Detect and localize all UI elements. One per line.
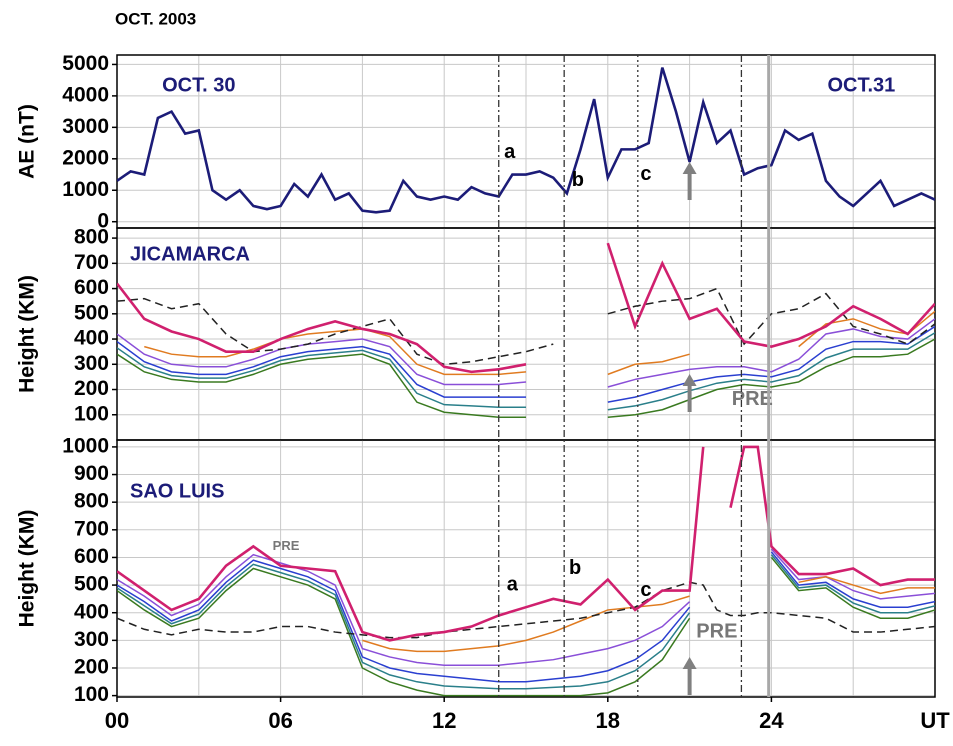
series-line: [607, 318, 935, 388]
series-line: [117, 553, 691, 666]
series-line: [607, 338, 935, 419]
series-line: [117, 297, 554, 366]
y-tick-label: 2000: [62, 146, 109, 169]
y-tick-label: 800: [74, 490, 109, 513]
x-axis-label: UT: [920, 708, 950, 733]
series-line: [798, 576, 935, 595]
y-axis-label: Height (KM): [16, 275, 39, 393]
y-tick-label: 1000: [62, 178, 109, 201]
x-tick-label: 12: [432, 708, 456, 733]
y-tick-label: 700: [74, 517, 109, 540]
series-line: [117, 67, 935, 214]
series-line: [117, 353, 526, 419]
panel-frame: [116, 439, 936, 698]
series-line: [607, 353, 690, 376]
y-tick-label: 600: [74, 276, 109, 299]
series-line: [770, 548, 935, 600]
y-axis-label: Height (KM): [16, 510, 39, 628]
x-tick-label: 00: [105, 708, 129, 733]
y-tick-label: 100: [74, 402, 109, 425]
series-line: [607, 332, 935, 411]
annotation: PRE: [696, 620, 737, 642]
annotation: b: [569, 557, 581, 579]
series-line: [117, 567, 691, 697]
annotation: OCT.31: [827, 75, 895, 97]
y-tick-label: 200: [74, 377, 109, 400]
series-line: [117, 446, 705, 642]
x-tick-label: 18: [596, 708, 620, 733]
y-tick-label: 300: [74, 628, 109, 651]
series-line: [770, 551, 935, 608]
y-tick-label: 600: [74, 545, 109, 568]
chart-title: OCT. 2003: [115, 9, 196, 28]
series-group: [117, 445, 935, 697]
y-tick-label: 800: [74, 226, 109, 249]
y-tick-label: 500: [74, 301, 109, 324]
y-tick-label: 400: [74, 600, 109, 623]
series-group: [117, 242, 935, 419]
arrow-head: [682, 162, 697, 174]
y-tick-label: 3000: [62, 115, 109, 138]
series-group: [117, 67, 935, 214]
y-tick-label: 700: [74, 251, 109, 274]
arrow-head: [682, 374, 697, 386]
series-line: [117, 581, 935, 639]
annotation: PRE: [732, 388, 773, 410]
y-tick-label: 100: [74, 683, 109, 706]
series-line: [144, 328, 527, 376]
series-line: [607, 325, 935, 403]
series-line: [770, 556, 935, 619]
annotation: c: [640, 163, 651, 185]
series-line: [117, 563, 691, 690]
series-line: [117, 333, 527, 386]
y-tick-label: 300: [74, 352, 109, 375]
series-line: [117, 282, 527, 374]
series-line: [117, 340, 526, 398]
x-tick-label: 06: [268, 708, 292, 733]
x-tick-label: 24: [759, 708, 784, 733]
y-tick-label: 500: [74, 573, 109, 596]
annotation: b: [572, 169, 584, 191]
annotation: OCT. 30: [162, 75, 235, 97]
series-line: [117, 347, 526, 408]
arrow-head: [682, 657, 697, 669]
panel-title: JICAMARCA: [130, 243, 250, 265]
y-tick-label: 900: [74, 462, 109, 485]
y-tick-label: 400: [74, 327, 109, 350]
series-line: [117, 559, 691, 683]
y-tick-label: 200: [74, 656, 109, 679]
y-axis-label: AE (nT): [16, 104, 39, 179]
y-tick-label: 4000: [62, 83, 109, 106]
series-line: [770, 554, 935, 614]
series-line: [606, 242, 935, 348]
y-tick-label: 5000: [62, 52, 109, 75]
annotation: PRE: [273, 538, 300, 553]
annotation: a: [507, 573, 519, 595]
panel-title: SAO LUIS: [130, 480, 224, 502]
y-tick-label: 1000: [62, 434, 109, 457]
y-tick-label: 0: [97, 209, 109, 232]
series-line: [729, 445, 935, 587]
annotation: a: [504, 141, 516, 163]
series-line: [607, 287, 935, 346]
annotation: c: [640, 579, 651, 601]
